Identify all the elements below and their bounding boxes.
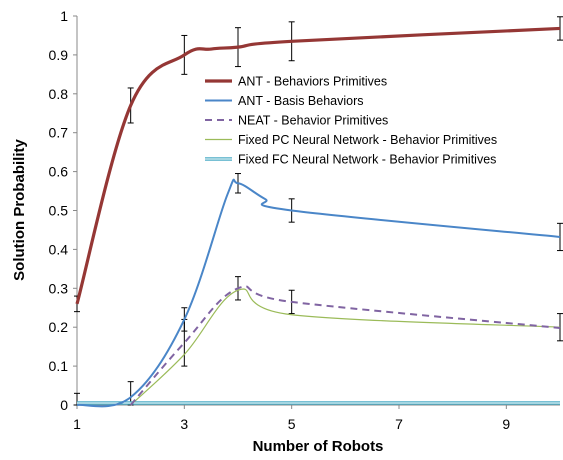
y-tick-label: 0.1 — [49, 358, 69, 374]
y-tick-label: 1 — [60, 8, 68, 24]
series-line — [129, 285, 561, 406]
tick-labels: 0 0.1 0.2 0.3 0.4 0.5 0.6 0.7 0.8 0.9 1 1 3 5 7 9 — [49, 8, 511, 432]
x-tick-label: 9 — [502, 416, 510, 432]
x-tick-label: 5 — [288, 416, 296, 432]
y-tick-label: 0.6 — [49, 164, 69, 180]
y-tick-label: 0.4 — [49, 241, 69, 257]
series-line — [75, 26, 561, 305]
legend-label: Fixed PC Neural Network - Behavior Primi… — [238, 133, 497, 147]
y-tick-label: 0.3 — [49, 280, 69, 296]
x-tick-label: 3 — [180, 416, 188, 432]
x-tick-label: 1 — [73, 416, 81, 432]
series-line — [76, 178, 561, 408]
legend-label: ANT - Basis Behaviors — [238, 94, 364, 108]
legend-label: Fixed FC Neural Network - Behavior Primi… — [238, 153, 496, 167]
series-line — [130, 288, 561, 406]
y-axis-title: Solution Probability — [11, 139, 28, 281]
chart-legend: ANT - Behaviors Primitives ANT - Basis Be… — [200, 69, 554, 173]
y-tick-label: 0.2 — [49, 319, 69, 335]
legend-label: ANT - Behaviors Primitives — [238, 75, 387, 89]
y-tick-label: 0.9 — [49, 47, 69, 63]
chart-axes — [73, 15, 560, 409]
y-tick-label: 0.7 — [49, 125, 69, 141]
series-lines — [75, 26, 561, 408]
y-tick-label: 0.8 — [49, 86, 69, 102]
x-axis-title: Number of Robots — [253, 438, 384, 455]
y-tick-label: 0 — [60, 397, 68, 413]
legend-box — [200, 69, 554, 173]
y-tick-label: 0.5 — [49, 203, 69, 219]
x-tick-label: 7 — [395, 416, 403, 432]
legend-label: NEAT - Behavior Primitives — [238, 114, 388, 128]
